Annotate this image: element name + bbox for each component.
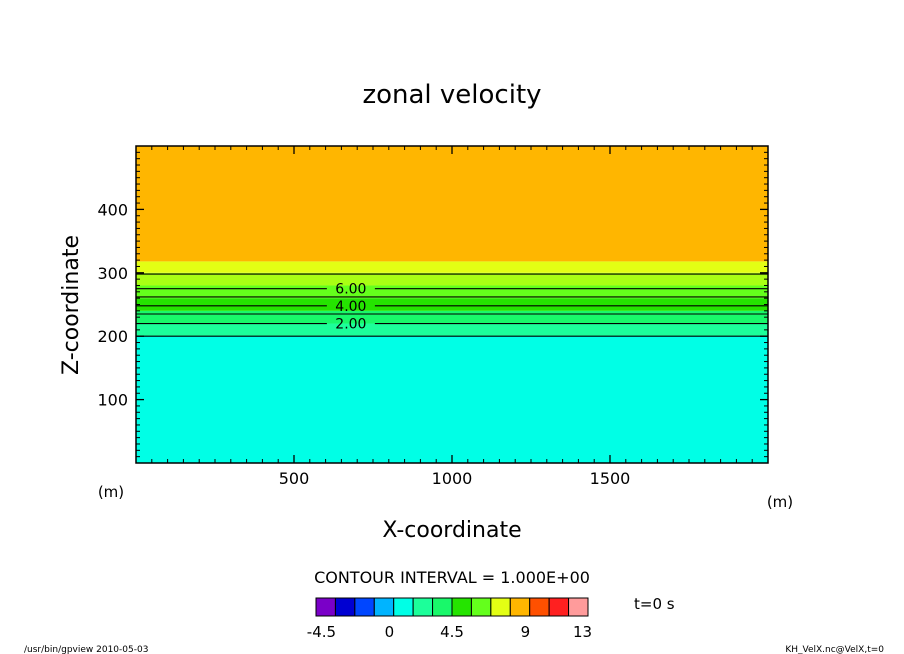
x-tick-label: 1000 <box>432 469 473 488</box>
band-4 <box>136 285 768 299</box>
contour-label-5: 6.00 <box>335 282 366 298</box>
x-tick-label: 1500 <box>590 469 631 488</box>
footer-left: /usr/bin/gpview 2010-05-03 <box>24 645 148 654</box>
colorbar-tick-label: -4.5 <box>307 623 336 641</box>
colorbar-labels: -4.5 0 4.5 9 13 <box>307 623 592 641</box>
contour-label-1: 2.00 <box>335 317 366 333</box>
y-tick-labels: 100 200 300 400 <box>97 200 128 409</box>
colorbar-cell-6 <box>432 597 453 617</box>
band-2 <box>136 310 768 324</box>
chart-title: zonal velocity <box>362 80 541 110</box>
colorbar-cell-7 <box>451 597 472 617</box>
colorbar-cell-3 <box>373 597 395 617</box>
contour-interval-label: CONTOUR INTERVAL = 1.000E+00 <box>314 568 590 587</box>
colorbar-cell-13 <box>568 597 589 617</box>
y-tick-label: 100 <box>97 391 128 410</box>
band-6 <box>136 261 768 273</box>
colorbar-cell-0 <box>315 597 336 617</box>
band-3 <box>136 298 768 311</box>
colorbar-tick-label: 0 <box>385 623 395 641</box>
contour-label-3: 4.00 <box>335 299 366 315</box>
minor-tick-group <box>136 146 768 463</box>
x-tick-label: 500 <box>279 469 310 488</box>
band-group <box>136 146 768 463</box>
band-0 <box>136 336 768 463</box>
band-1 <box>136 323 768 337</box>
colorbar-cell-2 <box>354 597 375 617</box>
x-axis-units: (m) <box>767 493 793 511</box>
colorbar-cell-8 <box>470 597 492 617</box>
contour-group: 2.00 4.006.00 <box>136 273 768 337</box>
colorbar-cell-9 <box>490 597 511 617</box>
colorbar-tick-label: 13 <box>573 623 592 641</box>
footer-right: KH_VelX.nc@VelX,t=0 <box>785 645 884 654</box>
y-tick-label: 200 <box>97 327 128 346</box>
time-label: t=0 s <box>634 595 675 613</box>
colorbar-tick-label: 9 <box>521 623 531 641</box>
y-axis-label: Z-coordinate <box>59 235 84 375</box>
colorbar-cell-4 <box>393 597 414 617</box>
plot-area: 2.00 4.006.00 <box>135 145 769 464</box>
y-axis-units: (m) <box>98 483 124 501</box>
major-tick-group <box>136 146 768 463</box>
colorbar-cell-10 <box>509 597 531 617</box>
band-7 <box>136 146 768 262</box>
y-tick-label: 300 <box>97 264 128 283</box>
colorbar-cell-12 <box>548 597 570 617</box>
y-tick-label: 400 <box>97 200 128 219</box>
x-axis-label: X-coordinate <box>382 518 521 543</box>
colorbar-cell-11 <box>529 597 550 617</box>
colorbar-tick-label: 4.5 <box>440 623 464 641</box>
colorbar-cell-1 <box>334 597 356 617</box>
band-5 <box>136 272 768 286</box>
x-tick-labels: 500 1000 1500 <box>279 469 631 488</box>
colorbar-cell-5 <box>412 597 434 617</box>
colorbar <box>315 597 589 617</box>
